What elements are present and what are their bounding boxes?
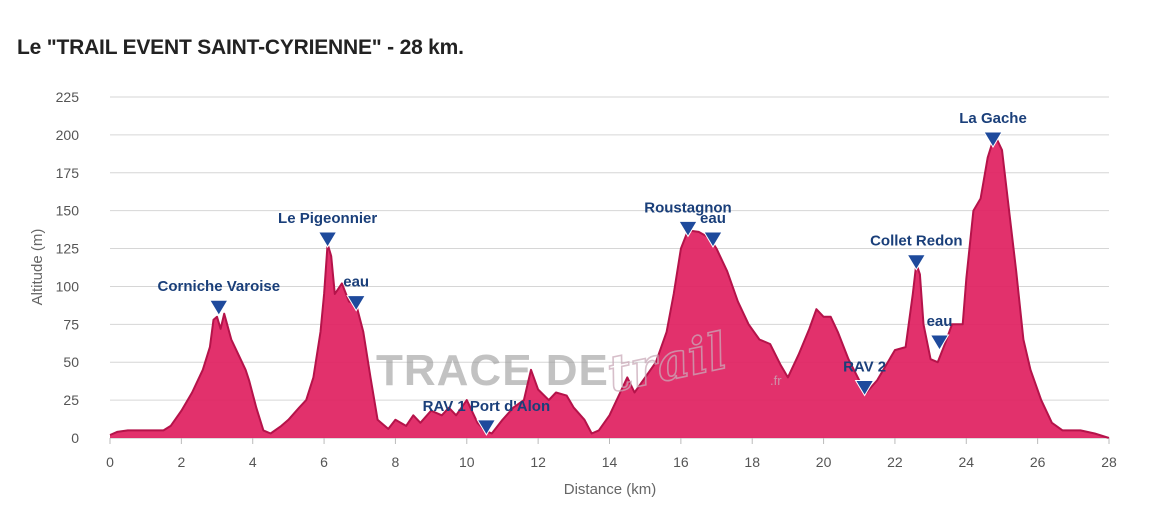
page-title: Le "TRAIL EVENT SAINT-CYRIENNE" - 28 km. [17, 36, 464, 59]
y-tick-label: 125 [56, 241, 80, 257]
poi-marker[interactable] [678, 220, 698, 238]
y-tick-label: 100 [56, 278, 80, 294]
elevation-area-layer [109, 133, 1110, 439]
x-tick-label: 6 [320, 454, 328, 470]
poi-label: La Gache [959, 110, 1027, 127]
x-tick-label: 10 [459, 454, 475, 470]
poi-markers: Corniche Varoise Le Pigeonnier eau RAV 1 Po… [158, 110, 1027, 436]
y-tick-label: 150 [56, 203, 80, 219]
y-tick-label: 225 [56, 89, 80, 105]
poi-label: eau [343, 274, 369, 291]
x-tick-label: 14 [602, 454, 618, 470]
poi-label: Le Pigeonnier [278, 210, 377, 227]
x-tick-label: 2 [177, 454, 185, 470]
y-tick-label: 0 [71, 430, 79, 446]
x-tick-label: 20 [816, 454, 832, 470]
poi-marker[interactable] [476, 419, 497, 436]
poi-marker[interactable] [317, 231, 338, 248]
poi-marker[interactable] [208, 299, 229, 317]
elevation-area [110, 134, 1109, 438]
x-tick-label: 28 [1101, 454, 1117, 470]
y-tick-label: 50 [63, 354, 79, 370]
y-tick-label: 25 [63, 392, 79, 408]
y-tick-label: 200 [56, 127, 80, 143]
y-tick-label: 75 [63, 316, 79, 332]
y-tick-label: 175 [56, 165, 80, 181]
x-tick-label: 22 [887, 454, 903, 470]
watermark-fr: .fr [770, 373, 782, 388]
poi-marker[interactable] [929, 334, 950, 351]
poi-label: RAV 2 [843, 359, 886, 376]
y-axis-label: Altitude (m) [29, 229, 46, 306]
poi-label: Corniche Varoise [158, 278, 281, 295]
poi-marker[interactable] [854, 380, 875, 397]
poi-marker[interactable] [346, 295, 367, 312]
watermark-trace-de: TRACE DE [376, 346, 609, 395]
x-tick-label: 4 [249, 454, 257, 470]
poi-label: eau [927, 313, 953, 330]
x-tick-label: 8 [392, 454, 400, 470]
poi-label: eau [700, 210, 726, 227]
x-tick-label: 16 [673, 454, 689, 470]
poi-marker[interactable] [906, 254, 927, 271]
watermark: TRACE DE [376, 346, 609, 395]
x-tick-label: 24 [958, 454, 974, 470]
x-tick-label: 18 [744, 454, 760, 470]
x-tick-label: 0 [106, 454, 114, 470]
x-tick-label: 26 [1030, 454, 1046, 470]
poi-label: RAV 1 Port d'Alon [423, 398, 550, 415]
poi-label: Collet Redon [870, 233, 963, 250]
poi-marker[interactable] [703, 231, 723, 248]
elevation-line [109, 133, 1110, 439]
poi-label: Roustagnon [644, 199, 732, 216]
x-axis-label: Distance (km) [564, 481, 657, 498]
x-tick-label: 12 [530, 454, 546, 470]
poi-marker[interactable] [983, 131, 1003, 148]
